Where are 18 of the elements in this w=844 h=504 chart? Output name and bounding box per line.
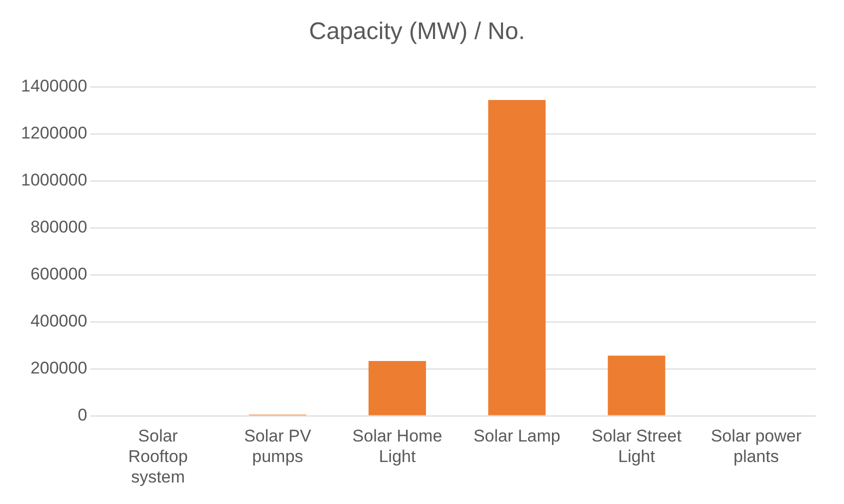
x-tick-label: Solar Home Light bbox=[352, 426, 442, 466]
bar bbox=[488, 100, 546, 416]
y-tick-label: 200000 bbox=[30, 358, 88, 378]
x-tick-label: Solar Rooftop system bbox=[128, 426, 188, 486]
bar bbox=[608, 356, 666, 416]
y-tick-label: 400000 bbox=[30, 311, 88, 330]
x-tick-label: Solar PV pumps bbox=[244, 426, 312, 466]
y-tick-label: 800000 bbox=[30, 217, 88, 236]
y-tick-label: 1400000 bbox=[20, 76, 88, 96]
y-tick-label: 600000 bbox=[30, 264, 88, 284]
x-tick-label: Solar Lamp bbox=[473, 426, 560, 446]
x-tick-label: Solar power plants bbox=[710, 426, 802, 466]
chart-title: Capacity (MW) / No. bbox=[308, 18, 526, 46]
y-tick-label: 0 bbox=[78, 405, 88, 424]
y-tick-label: 1000000 bbox=[20, 170, 88, 190]
bar bbox=[368, 361, 426, 416]
x-tick-label: Solar Street Light bbox=[592, 426, 682, 466]
y-tick-label: 1200000 bbox=[20, 123, 88, 142]
